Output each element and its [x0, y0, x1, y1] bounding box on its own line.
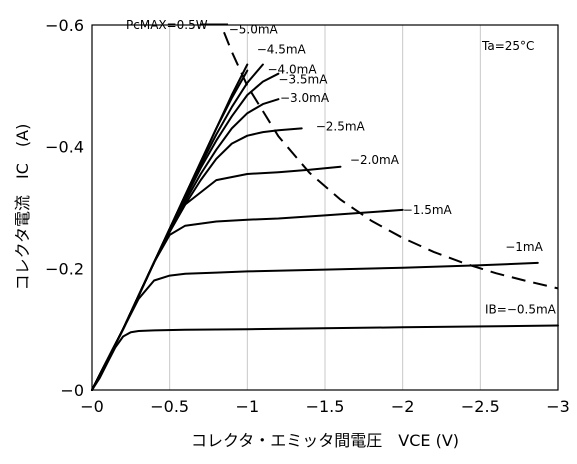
series-line-6: [91, 98, 280, 391]
temperature-annotation: Ta=25°C: [481, 39, 534, 53]
series-line-10: [91, 63, 249, 391]
x-tick-label: −1.5: [306, 397, 345, 416]
curve-label: −1mA: [505, 240, 543, 254]
y-axis-title: コレクタ電流 IC (A): [13, 124, 32, 291]
curve-label: −3.5mA: [278, 73, 328, 87]
curve-label: −4.0mA: [268, 62, 318, 76]
x-tick-label: −0: [80, 397, 104, 416]
series-line-5: [91, 127, 303, 391]
y-tick-label: −0.2: [45, 259, 84, 278]
curve-label: −5.0mA: [229, 22, 279, 36]
x-tick-label: −1: [236, 397, 260, 416]
curve-label: −2.0mA: [350, 153, 400, 167]
curve-label: −2.5mA: [316, 120, 366, 134]
x-axis-title: コレクタ・エミッタ間電圧 VCE (V): [191, 431, 459, 450]
curve-label: −4.5mA: [257, 42, 307, 56]
x-tick-label: −2.5: [461, 397, 500, 416]
y-tick-label: −0.4: [45, 138, 84, 157]
curve-label: IB=−0.5mA: [485, 303, 557, 317]
plot-frame: [91, 24, 559, 391]
curves: [91, 23, 559, 391]
x-tick-label: −2: [391, 397, 415, 416]
y-tick-label: −0: [60, 381, 84, 400]
y-tick-labels: −0 −0.2 −0.4 −0.6: [45, 16, 84, 400]
x-tick-label: −0.5: [150, 397, 189, 416]
pcmax-curve: [223, 31, 559, 290]
curve-label: −1.5mA: [403, 203, 453, 217]
series-line-1: [91, 324, 559, 391]
curve-label: −3.0mA: [280, 91, 330, 105]
curve-labels: −5.0mA −4.5mA −4.0mA−3.5mA −3.0mA −2.5mA −2.0…: [229, 22, 557, 316]
x-tick-labels: −0 −0.5 −1 −1.5 −2 −2.5 −3: [80, 397, 570, 416]
pcmax-label: PcMAX=0.5W: [126, 18, 208, 32]
series-line-4: [91, 165, 342, 391]
x-tick-label: −3: [546, 397, 570, 416]
y-tick-label: −0.6: [45, 16, 84, 35]
